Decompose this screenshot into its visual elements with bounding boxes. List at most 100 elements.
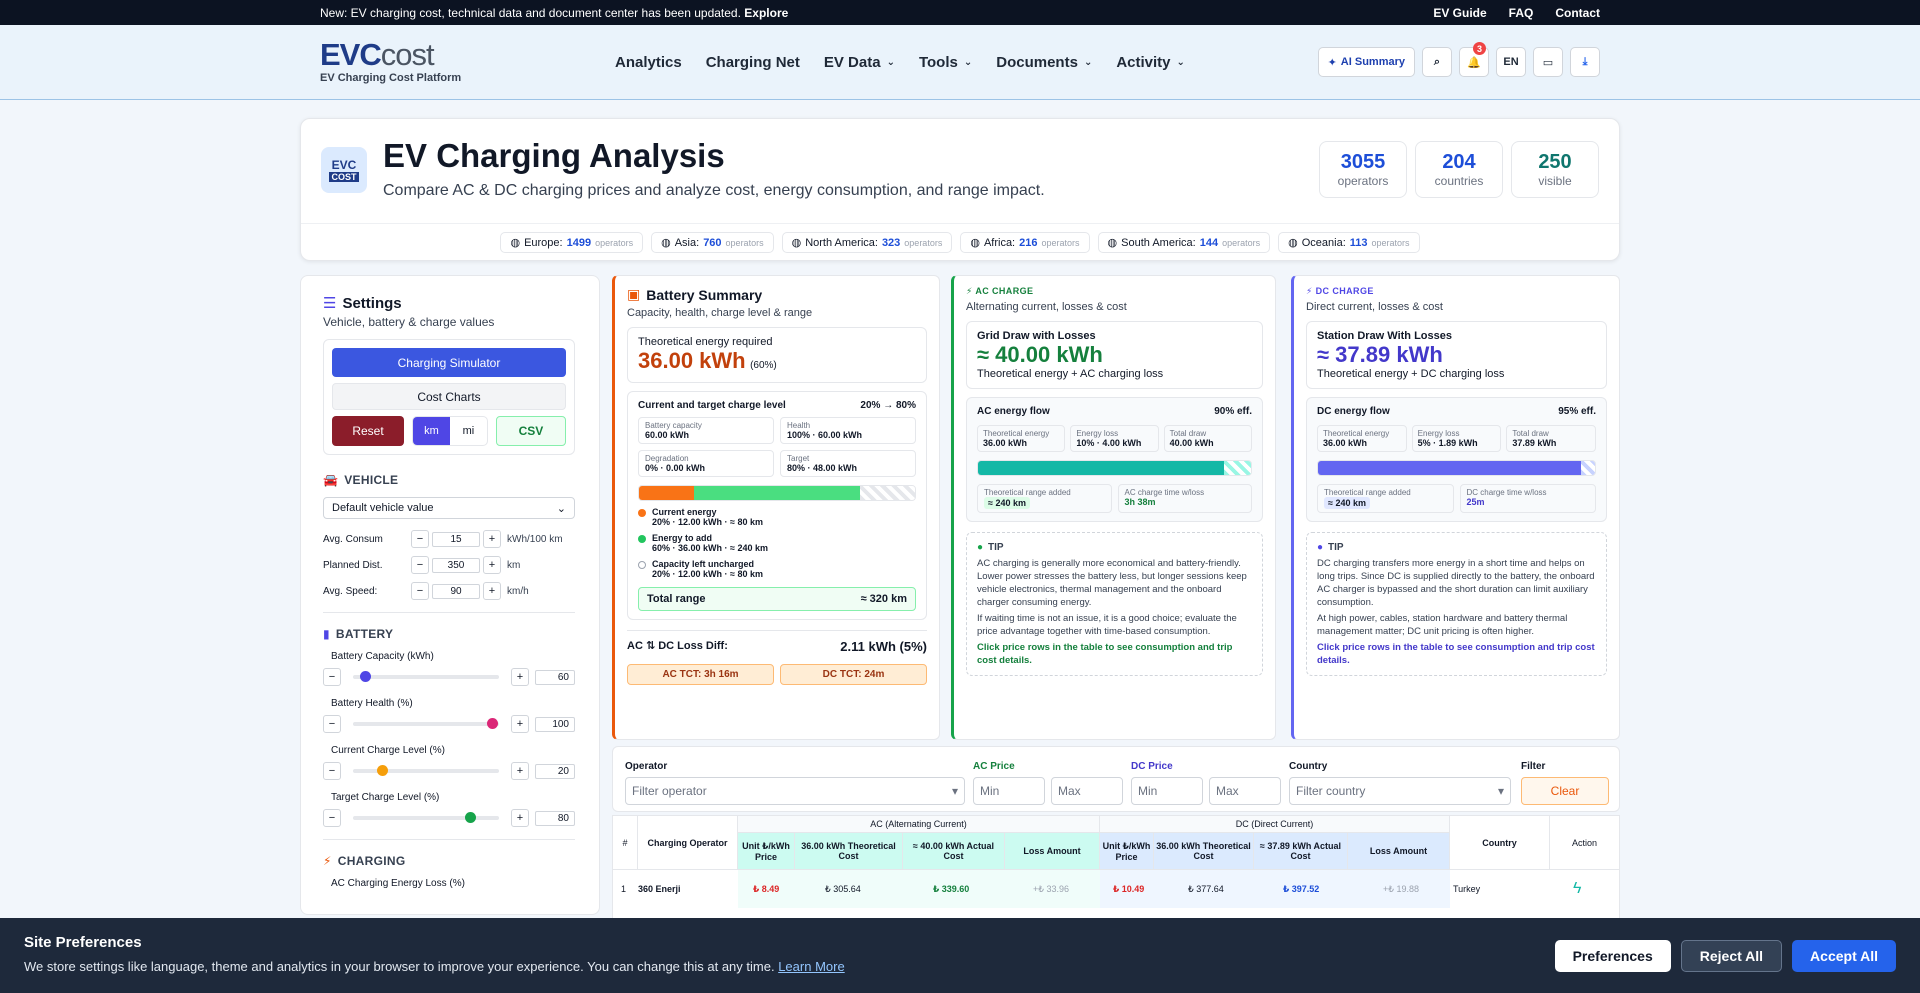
settings-title: Settings (342, 294, 402, 312)
main-nav: Analytics Charging Net EV Data ⌄ Tools ⌄ D… (615, 54, 1209, 71)
info-icon: ● (1317, 542, 1324, 553)
info-icon: ● (977, 542, 984, 553)
ac-max-input[interactable]: Max (1051, 777, 1123, 805)
distance-input[interactable]: 350 (432, 557, 480, 573)
nav-analytics[interactable]: Analytics (615, 53, 682, 71)
unit-km-toggle[interactable]: km (412, 417, 450, 445)
region-south-america[interactable]: ◍ South America: 144 operators (1097, 232, 1271, 253)
search-button[interactable]: ⌕ (1422, 47, 1452, 77)
bolt-icon[interactable]: ϟ (1573, 880, 1582, 897)
notifications-button[interactable]: 🔔 3 (1459, 42, 1489, 77)
dc-max-input[interactable]: Max (1209, 777, 1281, 805)
learn-more-link[interactable]: Learn More (778, 959, 845, 974)
nav-ev-data[interactable]: EV Data ⌄ (823, 53, 895, 71)
region-oceania[interactable]: ◍ Oceania: 113 operators (1278, 232, 1420, 253)
decrement-button[interactable]: − (323, 715, 341, 733)
download-button[interactable]: ⤓ (1570, 47, 1600, 77)
csv-button[interactable]: CSV (495, 416, 566, 446)
increment-button[interactable]: + (511, 809, 529, 827)
ac-tct-badge: AC TCT: 3h 16m (627, 664, 774, 685)
price-table: # Charging Operator AC (Alternating Curr… (612, 815, 1620, 925)
region-asia[interactable]: ◍ Asia: 760 operators (651, 232, 774, 253)
consumption-input[interactable]: 15 (432, 531, 480, 547)
slider-value[interactable]: 60 (535, 669, 575, 685)
slider-track[interactable] (353, 718, 499, 729)
region-africa[interactable]: ◍ Africa: 216 operators (960, 232, 1090, 253)
decrement-button[interactable]: − (411, 530, 429, 548)
language-button[interactable]: EN (1496, 47, 1526, 77)
distance-row: Planned Dist. −350 + km (323, 552, 575, 578)
unit-mi-toggle[interactable]: mi (462, 425, 475, 437)
slider-thumb[interactable] (486, 718, 498, 729)
table-row[interactable]: 1 360 Enerji ₺ 8.49 ₺ 305.64 ₺ 339.60 +₺… (613, 869, 1619, 908)
slider-value[interactable]: 20 (535, 763, 575, 779)
region-europe[interactable]: ◍ Europe: 1499 operators (500, 232, 644, 253)
announcement-bar: New: EV charging cost, technical data an… (0, 0, 1920, 25)
ev-guide-link[interactable]: EV Guide (1433, 5, 1487, 20)
increment-button[interactable]: + (511, 668, 529, 686)
battery-heading: BATTERY (335, 627, 394, 641)
dc-tct-badge: DC TCT: 24m (780, 664, 927, 685)
increment-button[interactable]: + (483, 556, 501, 574)
slider-value[interactable]: 100 (535, 716, 575, 732)
speed-input[interactable]: 90 (432, 583, 480, 599)
globe-icon: ◍ (510, 237, 521, 249)
app-icon: EVC COST (321, 147, 367, 193)
slider-track[interactable] (353, 765, 499, 776)
site-logo[interactable]: EVCcost EV Charging Cost Platform (320, 37, 615, 84)
slider-row: − +100 (323, 715, 575, 733)
decrement-button[interactable]: − (411, 582, 429, 600)
globe-icon: ◍ (970, 237, 980, 249)
slider-row: − +60 (323, 668, 575, 686)
reject-all-button[interactable]: Reject All (1680, 940, 1783, 972)
clear-filter-button[interactable]: Clear (1521, 777, 1609, 805)
nav-tools[interactable]: Tools ⌄ (918, 53, 973, 71)
charging-simulator-button[interactable]: Charging Simulator (332, 348, 566, 377)
cookie-title: Site Preferences (24, 934, 142, 951)
slider-thumb[interactable] (377, 765, 389, 776)
ac-min-input[interactable]: Min (973, 777, 1045, 805)
ai-summary-button[interactable]: ✦ AI Summary (1317, 47, 1415, 77)
increment-button[interactable]: + (511, 762, 529, 780)
slider-thumb[interactable] (464, 812, 476, 823)
nav-activity[interactable]: Activity ⌄ (1116, 53, 1185, 71)
reset-button[interactable]: Reset (332, 416, 404, 446)
chevron-down-icon: ⌄ (1176, 56, 1185, 68)
operator-filter[interactable]: Filter operator ▾ (625, 777, 965, 805)
vehicle-heading: VEHICLE (344, 473, 399, 487)
accept-all-button[interactable]: Accept All (1792, 940, 1896, 972)
increment-button[interactable]: + (483, 530, 501, 548)
dc-min-input[interactable]: Min (1131, 777, 1203, 805)
explore-link[interactable]: Explore (744, 5, 789, 20)
battery-icon: ▣ (627, 286, 641, 302)
slider-label: Target Charge Level (%) (331, 792, 440, 803)
decrement-button[interactable]: − (323, 668, 341, 686)
slider-thumb[interactable] (359, 671, 371, 682)
vehicle-select[interactable]: Default vehicle value ⌄ (323, 497, 575, 519)
stat-countries: 204 countries (1415, 141, 1503, 198)
cost-charts-button[interactable]: Cost Charts (332, 383, 566, 410)
region-north-america[interactable]: ◍ North America: 323 operators (781, 232, 953, 253)
contact-link[interactable]: Contact (1555, 5, 1600, 20)
plug-icon: ⚡ (323, 854, 332, 868)
cookie-banner: Site Preferences We store settings like … (0, 918, 1920, 993)
country-filter[interactable]: Filter country ▾ (1289, 777, 1511, 805)
slider-track[interactable] (353, 812, 499, 823)
sliders-icon: ☰ (323, 295, 337, 312)
decrement-button[interactable]: − (323, 762, 341, 780)
preferences-button[interactable]: Preferences (1554, 940, 1671, 972)
decrement-button[interactable]: − (323, 809, 341, 827)
faq-link[interactable]: FAQ (1508, 5, 1534, 20)
nav-documents[interactable]: Documents ⌄ (996, 53, 1093, 71)
dc-draw-value: ≈ 37.89 kWh (1317, 342, 1443, 367)
battery-icon: ▮ (323, 627, 330, 641)
display-button[interactable]: ▭ (1533, 47, 1563, 77)
slider-value[interactable]: 80 (535, 810, 575, 826)
increment-button[interactable]: + (511, 715, 529, 733)
logo-sub-word: cost (380, 37, 435, 72)
slider-track[interactable] (353, 671, 499, 682)
decrement-button[interactable]: − (411, 556, 429, 574)
increment-button[interactable]: + (483, 582, 501, 600)
nav-charging-net[interactable]: Charging Net (705, 53, 800, 71)
chevron-down-icon: ⌄ (963, 56, 973, 68)
